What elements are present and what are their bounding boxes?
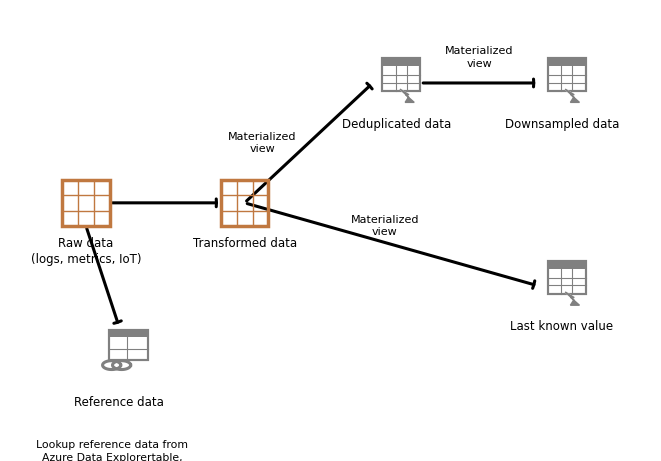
Polygon shape	[565, 89, 580, 102]
Bar	[382, 58, 420, 91]
Bar	[547, 261, 586, 294]
Text: Materialized
view: Materialized view	[350, 215, 419, 237]
Bar	[382, 58, 420, 66]
Polygon shape	[400, 89, 414, 102]
Bar	[547, 58, 586, 91]
Bar	[221, 180, 268, 226]
Bar	[221, 180, 268, 226]
Text: Deduplicated data: Deduplicated data	[342, 118, 451, 130]
Bar	[382, 58, 420, 91]
Bar	[110, 330, 147, 360]
Bar	[110, 330, 147, 360]
Text: Last known value: Last known value	[510, 320, 613, 333]
Polygon shape	[565, 292, 580, 305]
Text: Materialized
view: Materialized view	[228, 132, 297, 154]
Bar	[62, 180, 110, 226]
Bar	[547, 58, 586, 66]
Polygon shape	[400, 89, 414, 102]
Bar	[382, 58, 420, 91]
Bar	[547, 58, 586, 91]
Text: Downsampled data: Downsampled data	[504, 118, 619, 130]
Text: Reference data: Reference data	[74, 396, 164, 409]
Polygon shape	[565, 292, 580, 305]
Bar	[62, 180, 110, 226]
Polygon shape	[565, 89, 580, 102]
Text: Lookup reference data from
Azure Data Explorertable,
SQL or Cosmos DB: Lookup reference data from Azure Data Ex…	[36, 440, 188, 461]
Bar	[110, 330, 147, 337]
Text: Materialized
view: Materialized view	[445, 47, 514, 69]
Bar	[547, 58, 586, 91]
Bar	[547, 261, 586, 294]
Bar	[110, 330, 147, 360]
Bar	[547, 261, 586, 294]
Bar	[547, 261, 586, 269]
Text: Transformed data: Transformed data	[192, 237, 297, 250]
Text: Raw data
(logs, metrics, IoT): Raw data (logs, metrics, IoT)	[30, 237, 141, 266]
